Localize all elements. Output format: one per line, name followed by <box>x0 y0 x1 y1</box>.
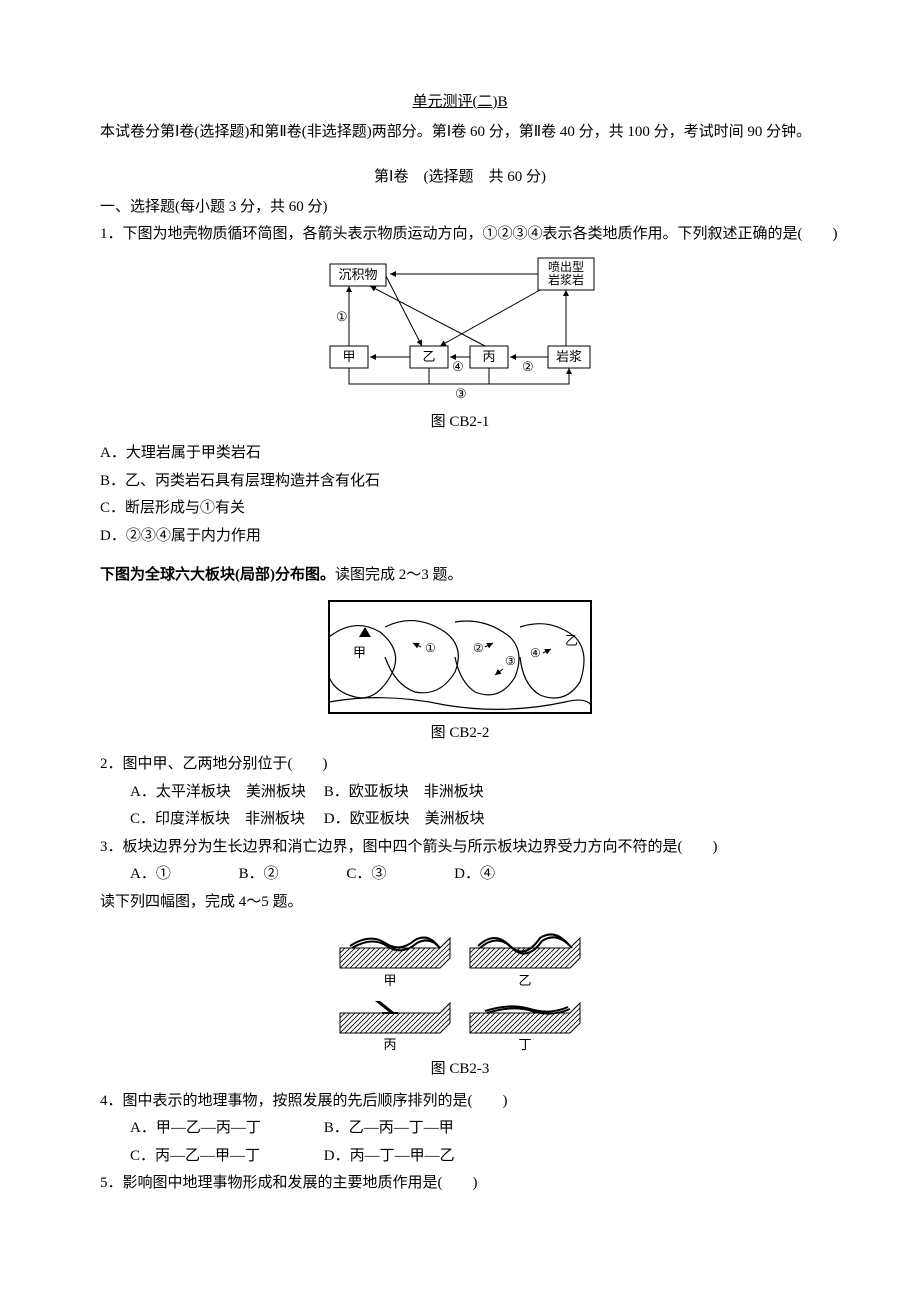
map-label-1: ① <box>425 641 436 655</box>
section-1-header: 第Ⅰ卷 (选择题 共 60 分) <box>70 165 850 191</box>
q3-option-c: C．③ <box>316 862 386 888</box>
box-extrusive-l1: 喷出型 <box>548 260 584 274</box>
map-label-yi: 乙 <box>565 633 578 648</box>
q2-options-row2: C．印度洋板块 非洲板块 D．欧亚板块 美洲板块 <box>70 807 850 833</box>
box-jia: 甲 <box>342 349 355 364</box>
q1-stem: 1．下图为地壳物质循环简图，各箭头表示物质运动方向，①②③④表示各类地质作用。下… <box>70 222 850 248</box>
figure-2-intro: 下图为全球六大板块(局部)分布图。读图完成 2～3 题。 <box>70 563 850 589</box>
q3-stem: 3．板块边界分为生长边界和消亡边界，图中四个箭头与所示板块边界受力方向不符的是(… <box>70 835 850 861</box>
q2-options-row1: A．太平洋板块 美洲板块 B．欧亚板块 非洲板块 <box>70 780 850 806</box>
intro-paragraph: 本试卷分第Ⅰ卷(选择题)和第Ⅱ卷(非选择题)两部分。第Ⅰ卷 60 分，第Ⅱ卷 4… <box>70 120 850 146</box>
q1-option-c: C．断层形成与①有关 <box>70 496 850 522</box>
box-magma: 岩浆 <box>556 349 582 364</box>
q2-stem: 2．图中甲、乙两地分别位于( ) <box>70 752 850 778</box>
map-label-2: ② <box>473 641 484 655</box>
q1-option-a: A．大理岩属于甲类岩石 <box>70 441 850 467</box>
box-extrusive-l2: 岩浆岩 <box>548 272 584 287</box>
q1-option-d: D．②③④属于内力作用 <box>70 524 850 550</box>
figure-3-intro: 读下列四幅图，完成 4～5 题。 <box>70 890 850 916</box>
panel-jia-label: 甲 <box>383 973 396 988</box>
map-label-3: ③ <box>505 654 516 668</box>
q4-option-a: A．甲—乙—丙—丁 <box>100 1116 320 1142</box>
figure-cb2-1-label: 图 CB2-1 <box>70 410 850 436</box>
figure-cb2-1: 沉积物 喷出型 岩浆岩 甲 乙 丙 岩浆 ① ② ④ ③ <box>70 256 850 406</box>
q5-stem: 5．影响图中地理事物形成和发展的主要地质作用是( ) <box>70 1171 850 1197</box>
q3-option-a: A．① <box>100 862 171 888</box>
q4-option-c: C．丙—乙—甲—丁 <box>100 1144 320 1170</box>
q3-option-d: D．④ <box>424 862 495 888</box>
panel-yi-label: 乙 <box>518 973 531 988</box>
label-2: ② <box>522 359 534 374</box>
fig2-intro-bold: 下图为全球六大板块(局部)分布图。 <box>100 567 335 583</box>
map-label-jia: 甲 <box>353 645 366 660</box>
box-sediment: 沉积物 <box>338 267 377 282</box>
q4-options-row1: A．甲—乙—丙—丁 B．乙—丙—丁—甲 <box>70 1116 850 1142</box>
q3-option-b: B．② <box>209 862 279 888</box>
q4-stem: 4．图中表示的地理事物，按照发展的先后顺序排列的是( ) <box>70 1089 850 1115</box>
q4-option-d: D．丙—丁—甲—乙 <box>324 1148 455 1164</box>
fig2-intro-tail: 读图完成 2～3 题。 <box>335 567 463 583</box>
q2-option-c: C．印度洋板块 非洲板块 <box>100 807 320 833</box>
box-yi: 乙 <box>422 349 435 364</box>
q4-options-row2: C．丙—乙—甲—丁 D．丙—丁—甲—乙 <box>70 1144 850 1170</box>
label-3: ③ <box>455 386 467 401</box>
section-1-sub: 一、选择题(每小题 3 分，共 60 分) <box>70 195 850 221</box>
q2-option-b: B．欧亚板块 非洲板块 <box>324 784 484 800</box>
panel-ding-label: 丁 <box>518 1037 531 1052</box>
figure-cb2-2-label: 图 CB2-2 <box>70 721 850 747</box>
page-title: 单元测评(二)B <box>70 90 850 116</box>
q1-option-b: B．乙、丙类岩石具有层理构造并含有化石 <box>70 469 850 495</box>
q2-option-a: A．太平洋板块 美洲板块 <box>100 780 320 806</box>
figure-cb2-3-label: 图 CB2-3 <box>70 1057 850 1083</box>
q3-options: A．① B．② C．③ D．④ <box>70 862 850 888</box>
figure-cb2-3: 甲 乙 丙 丁 <box>70 923 850 1053</box>
label-1: ① <box>336 309 348 324</box>
panel-bing-label: 丙 <box>383 1037 396 1052</box>
label-4: ④ <box>452 359 464 374</box>
figure-cb2-2: 甲 乙 ① ② ③ ④ <box>70 597 850 717</box>
map-label-4: ④ <box>530 646 541 660</box>
box-bing: 丙 <box>482 349 495 364</box>
q4-option-b: B．乙—丙—丁—甲 <box>324 1120 454 1136</box>
q2-option-d: D．欧亚板块 美洲板块 <box>324 811 485 827</box>
